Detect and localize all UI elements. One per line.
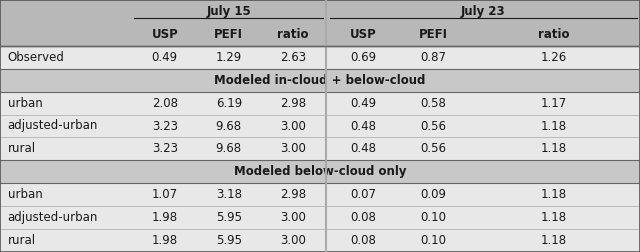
- Text: 0.49: 0.49: [350, 97, 376, 110]
- Text: 1.18: 1.18: [541, 188, 566, 201]
- Text: 0.49: 0.49: [152, 51, 178, 64]
- Text: 5.95: 5.95: [216, 211, 242, 224]
- Text: PEFI: PEFI: [214, 28, 243, 41]
- Bar: [0, 160, 640, 183]
- Text: 6.19: 6.19: [216, 97, 242, 110]
- Text: 0.09: 0.09: [420, 188, 447, 201]
- Text: 0.10: 0.10: [420, 234, 447, 247]
- Text: 0.08: 0.08: [350, 234, 376, 247]
- Text: 0.07: 0.07: [350, 188, 376, 201]
- Text: 1.18: 1.18: [541, 234, 566, 247]
- Text: 3.23: 3.23: [152, 119, 178, 133]
- Text: ratio: ratio: [277, 28, 308, 41]
- Text: rural: rural: [8, 142, 36, 155]
- Text: Modeled below-cloud only: Modeled below-cloud only: [234, 165, 406, 178]
- Text: rural: rural: [8, 234, 36, 247]
- Text: July 15: July 15: [207, 5, 251, 18]
- Text: 1.98: 1.98: [152, 234, 178, 247]
- Bar: [0, 206, 640, 229]
- Text: 1.98: 1.98: [152, 211, 178, 224]
- Text: USP: USP: [350, 28, 376, 41]
- Text: USP: USP: [152, 28, 178, 41]
- Text: 3.00: 3.00: [280, 119, 306, 133]
- Bar: [0, 137, 640, 160]
- Text: Observed: Observed: [8, 51, 65, 64]
- Text: 3.00: 3.00: [280, 211, 306, 224]
- Bar: [0, 115, 640, 137]
- Text: 1.17: 1.17: [540, 97, 567, 110]
- Text: Modeled in-cloud + below-cloud: Modeled in-cloud + below-cloud: [214, 74, 426, 87]
- Text: urban: urban: [8, 97, 42, 110]
- Text: 3.00: 3.00: [280, 142, 306, 155]
- Text: 2.08: 2.08: [152, 97, 178, 110]
- Text: 3.23: 3.23: [152, 142, 178, 155]
- Text: 1.26: 1.26: [540, 51, 567, 64]
- Text: 2.98: 2.98: [280, 97, 306, 110]
- Text: 9.68: 9.68: [216, 119, 242, 133]
- Text: urban: urban: [8, 188, 42, 201]
- Bar: [0, 23, 640, 46]
- Text: 1.18: 1.18: [541, 211, 566, 224]
- Text: 0.10: 0.10: [420, 211, 447, 224]
- Bar: [0, 46, 640, 69]
- Bar: [0, 0, 640, 23]
- Text: 0.48: 0.48: [350, 119, 376, 133]
- Text: 9.68: 9.68: [216, 142, 242, 155]
- Text: 0.69: 0.69: [350, 51, 376, 64]
- Text: 0.48: 0.48: [350, 142, 376, 155]
- Text: 1.07: 1.07: [152, 188, 178, 201]
- Text: July 23: July 23: [461, 5, 506, 18]
- Text: adjusted-urban: adjusted-urban: [8, 211, 98, 224]
- Text: 0.56: 0.56: [420, 119, 447, 133]
- Bar: [0, 69, 640, 92]
- Text: 5.95: 5.95: [216, 234, 242, 247]
- Text: 2.98: 2.98: [280, 188, 306, 201]
- Text: 3.00: 3.00: [280, 234, 306, 247]
- Bar: [0, 229, 640, 252]
- Text: 3.18: 3.18: [216, 188, 242, 201]
- Text: PEFI: PEFI: [419, 28, 448, 41]
- Text: 1.29: 1.29: [216, 51, 242, 64]
- Text: 1.18: 1.18: [541, 142, 566, 155]
- Text: 0.58: 0.58: [420, 97, 447, 110]
- Text: 0.56: 0.56: [420, 142, 447, 155]
- Text: 0.87: 0.87: [420, 51, 447, 64]
- Text: 1.18: 1.18: [541, 119, 566, 133]
- Text: adjusted-urban: adjusted-urban: [8, 119, 98, 133]
- Text: 2.63: 2.63: [280, 51, 306, 64]
- Text: ratio: ratio: [538, 28, 570, 41]
- Text: 0.08: 0.08: [350, 211, 376, 224]
- Bar: [0, 183, 640, 206]
- Bar: [0, 92, 640, 115]
